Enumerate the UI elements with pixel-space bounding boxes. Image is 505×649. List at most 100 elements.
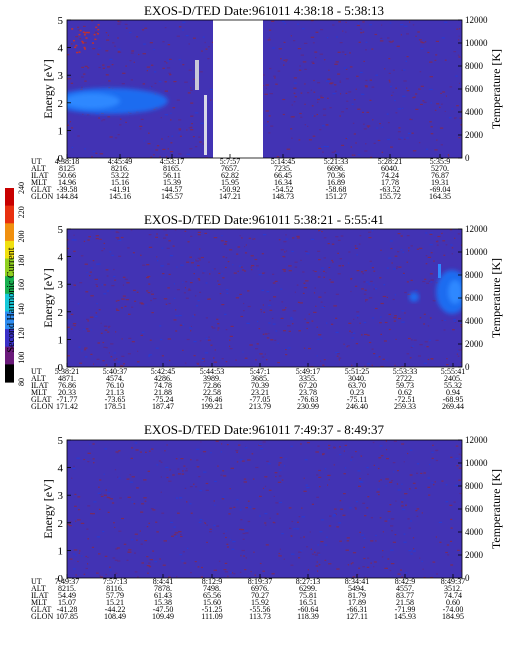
spectrogram-pixel xyxy=(226,546,229,548)
spectrogram-pixel xyxy=(264,513,268,515)
spectrogram-pixel xyxy=(84,80,87,82)
spectrogram-pixel xyxy=(229,539,232,541)
table-cell: -44.22 xyxy=(105,605,126,614)
spectrogram-pixel xyxy=(167,136,170,138)
spectrogram-pixel xyxy=(87,461,90,463)
spectrogram-pixel xyxy=(75,574,77,576)
spectrogram-pixel xyxy=(223,569,227,571)
spectrogram-pixel xyxy=(345,549,349,551)
spectrogram-pixel xyxy=(406,353,410,355)
spectrogram-pixel xyxy=(92,443,95,445)
spectrogram-pixel xyxy=(193,355,196,357)
spectrogram-pixel xyxy=(233,272,237,274)
spectrogram-pixel xyxy=(140,543,143,545)
spectrogram-pixel xyxy=(189,129,194,131)
spectrogram-pixel xyxy=(178,153,182,155)
spectrogram-pixel xyxy=(457,233,461,235)
spectrogram-pixel xyxy=(108,80,111,82)
spectrogram-pixel xyxy=(254,258,258,261)
spectrogram-pixel xyxy=(86,114,90,116)
spectrogram-pixel xyxy=(171,135,174,137)
table-cell: 8:42:9 xyxy=(395,577,415,586)
spectrogram-pixel xyxy=(101,284,104,286)
spectrogram-pixel xyxy=(196,362,200,364)
spectrogram-pixel xyxy=(184,287,186,289)
spectrogram-pixel xyxy=(402,69,406,71)
spectrogram-pixel xyxy=(334,63,338,65)
spectrogram-pixel xyxy=(317,250,321,252)
spectrogram-pixel xyxy=(291,104,293,106)
spectrogram-pixel xyxy=(421,512,423,514)
spectrogram-pixel xyxy=(281,301,284,303)
spectrogram-pixel xyxy=(261,356,265,358)
table-cell: 8:34:41 xyxy=(345,577,369,586)
spectrogram-pixel xyxy=(388,72,391,74)
spectrogram-pixel xyxy=(106,275,109,277)
spectrogram-pixel xyxy=(220,240,224,242)
spectrogram-pixel xyxy=(176,266,178,268)
spectrogram-pixel xyxy=(213,361,218,363)
spectrogram-pixel xyxy=(242,538,245,540)
spectrogram-pixel xyxy=(412,550,416,552)
spectrogram-pixel xyxy=(213,569,217,571)
spectrogram-pixel xyxy=(427,51,430,54)
spectrogram-pixel xyxy=(402,251,405,253)
table-cell: 16.89 xyxy=(327,178,345,187)
spectrogram-pixel xyxy=(166,156,168,158)
spectrogram-pixel xyxy=(121,517,124,520)
spectrogram-pixel xyxy=(83,240,86,242)
spectrogram-pixel xyxy=(300,537,302,539)
spectrogram-pixel xyxy=(457,54,460,56)
spectrogram-pixel xyxy=(420,85,424,87)
table-cell: 0.94 xyxy=(446,388,460,397)
spectrogram-pixel xyxy=(416,472,419,474)
spectrogram-pixel xyxy=(435,573,439,575)
table-cell: 6696. xyxy=(327,164,345,173)
spectrogram-pixel xyxy=(264,522,267,524)
spectrogram-pixel xyxy=(411,339,413,341)
spectrogram-pixel xyxy=(136,291,139,293)
spectrogram-pixel xyxy=(169,469,171,471)
spectrogram-pixel xyxy=(294,261,298,263)
spectrogram-pixel xyxy=(446,358,448,360)
spectrogram-pixel xyxy=(326,322,328,324)
spectrogram-pixel xyxy=(364,333,368,336)
table-cell: -76.63 xyxy=(298,395,319,404)
spectrogram-pixel xyxy=(443,254,446,256)
spectrogram-pixel xyxy=(208,336,210,338)
spectrogram-pixel xyxy=(233,506,236,508)
spectrogram-pixel xyxy=(182,470,184,472)
table-cell: 7498. xyxy=(203,584,221,593)
table-cell: 75.81 xyxy=(299,591,317,600)
spectrogram-pixel xyxy=(339,500,342,502)
spectrogram-pixel xyxy=(69,121,71,123)
table-cell: 16.34 xyxy=(274,178,292,187)
spectrogram-pixel xyxy=(109,136,113,138)
spectrogram-pixel xyxy=(252,508,256,510)
spectrogram-pixel xyxy=(241,460,245,462)
spectrogram-pixel xyxy=(436,139,438,141)
spectrogram-pixel xyxy=(113,359,116,361)
spectrogram-pixel xyxy=(222,532,225,535)
spectrogram-pixel xyxy=(111,285,115,287)
spectrogram-pixel xyxy=(436,103,440,105)
spectrogram-pixel xyxy=(406,281,409,283)
panel-1-enhancement-core xyxy=(67,93,120,109)
spectrogram-pixel xyxy=(124,278,128,280)
table-cell: 15.92 xyxy=(251,598,269,607)
spectrogram-pixel xyxy=(315,57,317,59)
table-cell: 4574. xyxy=(106,374,124,383)
table-cell: -41.28 xyxy=(57,605,78,614)
temperature-tick-label: 8000 xyxy=(465,270,484,280)
spectrogram-pixel xyxy=(388,40,391,42)
table-row-label: MLT xyxy=(31,388,47,397)
spectrogram-pixel xyxy=(300,443,302,445)
spectrogram-pixel xyxy=(81,86,83,88)
spectrogram-pixel xyxy=(181,560,185,562)
spectrogram-pixel xyxy=(160,491,162,493)
spectrogram-pixel xyxy=(247,459,251,461)
colorbar-tick-label: 160 xyxy=(17,279,26,291)
spectrogram-pixel xyxy=(129,112,132,114)
spectrogram-pixel xyxy=(72,467,76,470)
spectrogram-pixel xyxy=(87,563,89,565)
